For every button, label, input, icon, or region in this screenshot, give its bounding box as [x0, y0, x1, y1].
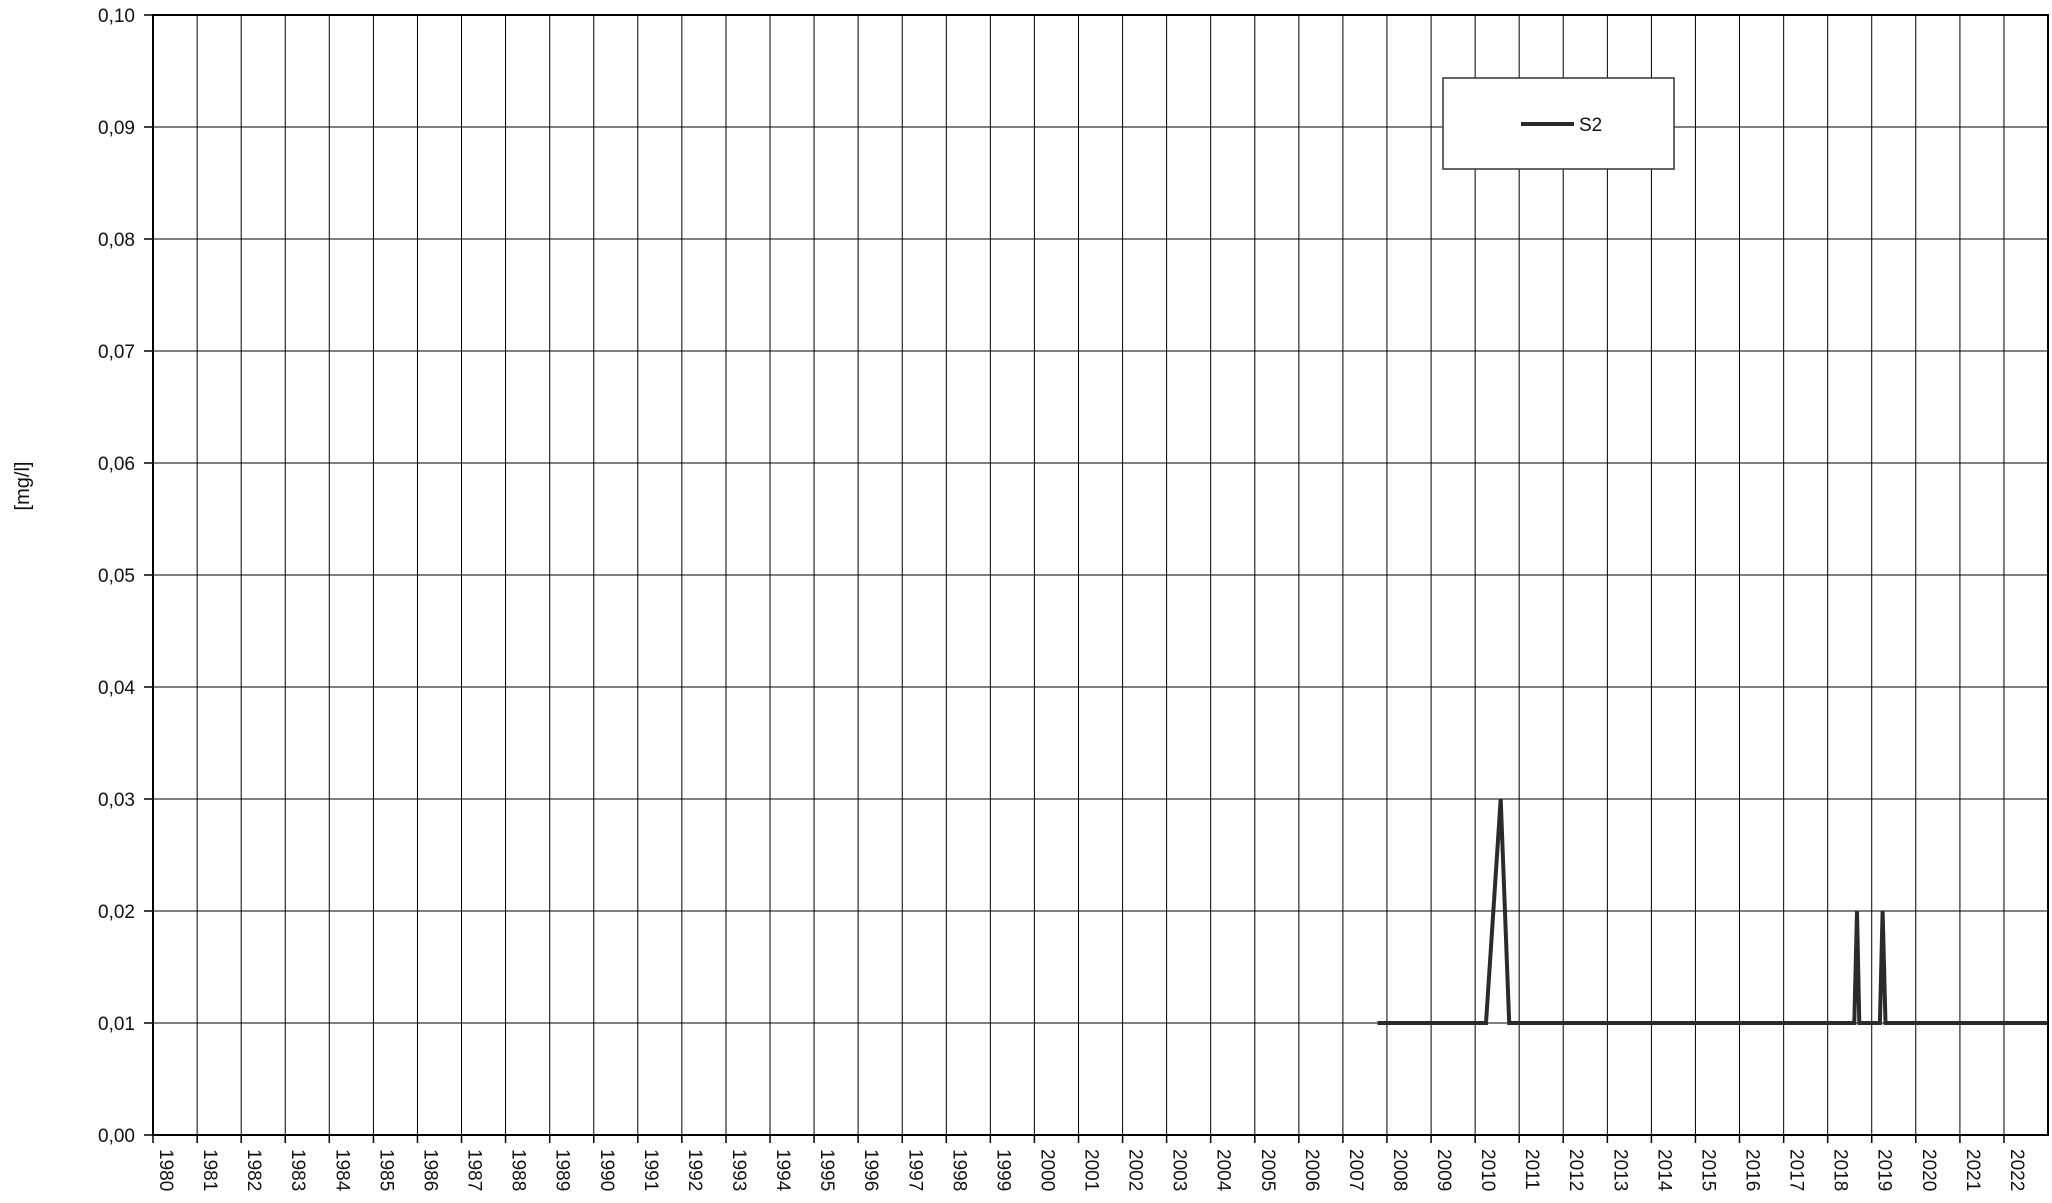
x-tick-label: 2016: [1741, 1149, 1762, 1191]
x-tick-label: 1990: [596, 1149, 617, 1191]
x-tick-label: 1999: [992, 1149, 1013, 1191]
x-tick-label: 1987: [464, 1149, 485, 1191]
x-tick-label: 1988: [508, 1149, 529, 1191]
x-tick-label: 1989: [552, 1149, 573, 1191]
x-tick-label: 2012: [1565, 1149, 1586, 1191]
x-tick-label: 1985: [375, 1149, 396, 1191]
y-tick-label: 0,05: [98, 566, 135, 587]
x-tick-label: 2009: [1433, 1149, 1454, 1191]
y-tick-label: 0,06: [98, 454, 135, 475]
x-tick-label: 2019: [1874, 1149, 1895, 1191]
y-tick-labels: 0,00 0,01 0,02 0,03 0,04 0,05 0,06 0,07 0,08 0,09…: [98, 6, 135, 1147]
y-tick-label: 0,00: [98, 1126, 135, 1147]
x-tick-label: 2017: [1786, 1149, 1807, 1191]
x-tick-label: 2003: [1169, 1149, 1190, 1191]
y-tick-label: 0,04: [98, 678, 135, 699]
x-tick-label: 1983: [287, 1149, 308, 1191]
x-tick-label: 1996: [860, 1149, 881, 1191]
x-tick-label: 2020: [1918, 1149, 1939, 1191]
x-tick-label: 1991: [640, 1149, 661, 1191]
x-tick-label: 2011: [1521, 1149, 1542, 1190]
y-axis-label: [mg/l]: [12, 462, 34, 511]
y-tick-label: 0,10: [98, 6, 135, 27]
x-tick-label: 1992: [684, 1149, 705, 1191]
x-tick-label: 1998: [948, 1149, 969, 1191]
x-tick-label: 2007: [1345, 1149, 1366, 1191]
x-tick-label: 1993: [728, 1149, 749, 1191]
x-tick-label: 2014: [1653, 1149, 1674, 1192]
plot-frame: [152, 14, 2049, 1136]
x-tick-labels: 1980 1981 1982 1983 1984 1985 1986 1987 1988 1989…: [155, 1149, 2027, 1192]
x-tick-label: 2000: [1036, 1149, 1057, 1191]
legend: S2: [1442, 77, 1675, 170]
grid-lines: [153, 15, 2048, 1135]
x-tick-label: 2006: [1301, 1149, 1322, 1191]
y-tick-label: 0,07: [98, 342, 135, 363]
y-tick-label: 0,08: [98, 230, 135, 251]
x-tick-label: 2005: [1257, 1149, 1278, 1191]
y-tick-label: 0,03: [98, 790, 135, 811]
legend-label-s2: S2: [1579, 115, 1602, 136]
x-tick-label: 1995: [816, 1149, 837, 1191]
x-tick-label: 2015: [1697, 1149, 1718, 1191]
x-tick-label: 1984: [331, 1149, 352, 1192]
y-tick-label: 0,01: [98, 1014, 135, 1035]
x-tick-label: 2013: [1609, 1149, 1630, 1191]
x-tick-label: 1994: [772, 1149, 793, 1192]
y-tick-label: 0,09: [98, 118, 135, 139]
x-tick-label: 2008: [1389, 1149, 1410, 1191]
x-tick-label: 2022: [2006, 1149, 2027, 1191]
x-tick-label: 1986: [419, 1149, 440, 1191]
axes: [144, 14, 2049, 1143]
x-tick-label: 2021: [1962, 1149, 1983, 1191]
x-tick-label: 2004: [1213, 1149, 1234, 1192]
x-tick-label: 1980: [155, 1149, 176, 1191]
x-tick-label: 1982: [243, 1149, 264, 1191]
y-tick-label: 0,02: [98, 902, 135, 923]
x-tick-label: 2010: [1477, 1149, 1498, 1191]
x-tick-label: 2018: [1830, 1149, 1851, 1191]
x-tick-label: 2001: [1081, 1149, 1102, 1191]
x-tick-label: 1997: [904, 1149, 925, 1191]
x-tick-label: 2002: [1125, 1149, 1146, 1191]
x-tick-label: 1981: [199, 1149, 220, 1191]
